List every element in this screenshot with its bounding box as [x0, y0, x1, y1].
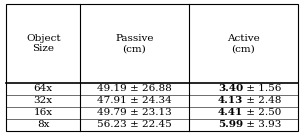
Text: 16x: 16x — [34, 108, 53, 117]
Text: 47.91 ± 24.34: 47.91 ± 24.34 — [97, 96, 172, 105]
Text: 49.79 ± 23.13: 49.79 ± 23.13 — [97, 108, 172, 117]
Text: 64x: 64x — [34, 84, 53, 93]
Text: 56.23 ± 22.45: 56.23 ± 22.45 — [97, 120, 172, 129]
Text: ± 1.56: ± 1.56 — [243, 84, 282, 93]
Text: 32x: 32x — [34, 96, 53, 105]
Text: 49.19 ± 26.88: 49.19 ± 26.88 — [97, 84, 172, 93]
Text: 4.41: 4.41 — [218, 108, 243, 117]
Text: Active
(cm): Active (cm) — [227, 34, 260, 53]
Text: Passive
(cm): Passive (cm) — [115, 34, 154, 53]
Text: ± 2.48: ± 2.48 — [243, 96, 282, 105]
Text: 4.13: 4.13 — [218, 96, 243, 105]
Text: ± 3.93: ± 3.93 — [243, 120, 282, 129]
Text: Object
Size: Object Size — [26, 34, 61, 53]
Text: 5.99: 5.99 — [218, 120, 243, 129]
Text: 8x: 8x — [37, 120, 49, 129]
Text: ± 2.50: ± 2.50 — [243, 108, 282, 117]
Text: 3.40: 3.40 — [218, 84, 243, 93]
